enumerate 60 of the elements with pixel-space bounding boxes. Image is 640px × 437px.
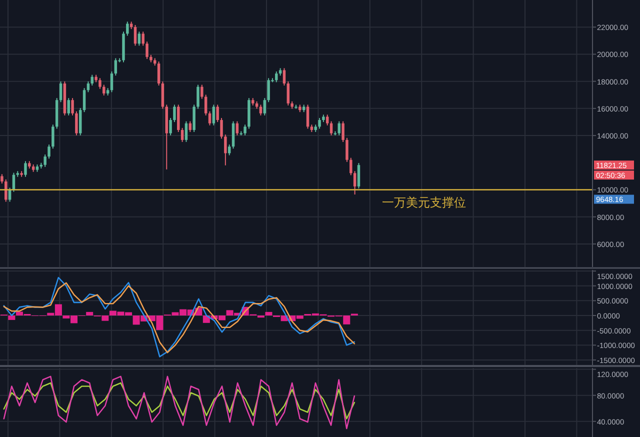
candlestick	[48, 144, 50, 160]
candlestick	[82, 88, 86, 113]
candlestick	[220, 117, 223, 140]
candlestick	[275, 70, 278, 83]
candlestick	[326, 114, 329, 126]
candlestick	[212, 104, 216, 126]
candlestick	[142, 31, 144, 46]
candlestick	[173, 104, 176, 123]
candlestick	[350, 157, 352, 176]
candlestick	[342, 120, 344, 142]
candlestick	[259, 104, 262, 116]
candlestick	[52, 124, 54, 150]
ref-line-label: 一万美元支撑位	[382, 196, 466, 210]
candlestick	[146, 41, 148, 60]
candlestick	[71, 98, 74, 116]
candlestick	[98, 78, 102, 90]
candlestick	[161, 80, 164, 110]
candlestick	[4, 178, 8, 202]
bar	[8, 316, 16, 320]
candlestick	[236, 120, 239, 136]
candlestick	[0, 174, 4, 184]
candlestick	[200, 84, 204, 100]
candlestick	[59, 80, 62, 103]
candlestick	[330, 120, 333, 136]
candlestick	[138, 31, 141, 46]
candlestick	[318, 117, 321, 130]
candlestick	[353, 170, 356, 195]
candlestick	[224, 134, 227, 166]
candlestick	[134, 24, 137, 46]
candlestick	[196, 84, 200, 110]
candlestick	[114, 58, 118, 76]
candlestick	[110, 70, 114, 93]
candlestick	[75, 110, 78, 136]
candlestick	[126, 21, 129, 36]
candlestick	[244, 124, 246, 136]
candlestick	[286, 80, 290, 106]
candlestick	[177, 104, 180, 133]
bar	[86, 312, 94, 316]
candlestick	[267, 78, 270, 103]
candlestick	[192, 104, 196, 133]
candlestick	[357, 162, 360, 189]
candlestick	[67, 98, 70, 116]
candlestick	[157, 61, 160, 86]
candlestick	[282, 68, 286, 86]
candlestick	[338, 120, 340, 136]
bar	[265, 312, 272, 316]
candlestick	[79, 108, 82, 136]
candlestick	[184, 120, 188, 142]
candlestick	[306, 104, 310, 130]
candlestick	[24, 160, 27, 178]
candlestick	[180, 127, 184, 142]
candlestick	[169, 117, 172, 136]
candlestick	[208, 110, 212, 126]
candlestick	[346, 137, 348, 162]
candlestick	[204, 94, 208, 116]
candlestick	[263, 98, 266, 116]
candlestick	[216, 104, 219, 123]
candlestick	[232, 120, 235, 150]
candlestick	[44, 154, 46, 168]
candlestick	[102, 84, 106, 96]
